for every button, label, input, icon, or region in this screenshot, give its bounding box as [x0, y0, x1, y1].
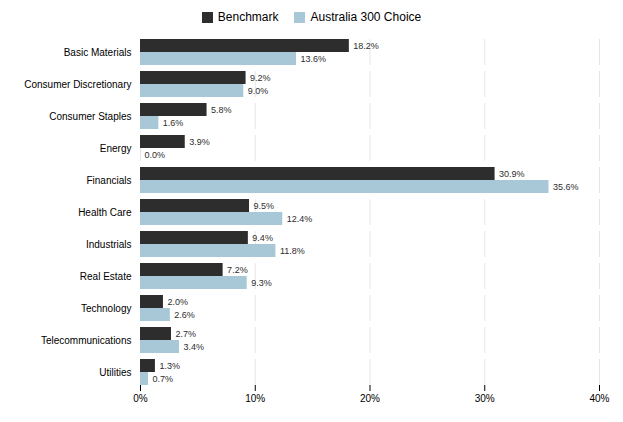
svg-text:18.2%: 18.2% — [353, 41, 379, 51]
svg-text:7.2%: 7.2% — [227, 265, 248, 275]
svg-text:Basic Materials: Basic Materials — [64, 47, 132, 58]
html-text:Benchmark: Benchmark — [217, 10, 279, 24]
svg-text:0%: 0% — [133, 393, 148, 404]
svg-text:9.4%: 9.4% — [252, 233, 273, 243]
svg-text:Technology: Technology — [81, 303, 132, 314]
html-text:Australia 300 Choice: Australia 300 Choice — [310, 10, 422, 24]
svg-text:30%: 30% — [475, 393, 495, 404]
svg-text:35.6%: 35.6% — [553, 182, 579, 192]
svg-text:Real Estate: Real Estate — [80, 271, 132, 282]
svg-text:20%: 20% — [360, 393, 380, 404]
svg-text:5.8%: 5.8% — [211, 105, 232, 115]
svg-text:30.9%: 30.9% — [499, 169, 525, 179]
svg-text:Telecommunications: Telecommunications — [41, 335, 132, 346]
svg-text:40%: 40% — [589, 393, 609, 404]
svg-text:13.6%: 13.6% — [301, 54, 327, 64]
svg-text:Consumer Discretionary: Consumer Discretionary — [24, 79, 131, 90]
svg-text:Industrials: Industrials — [86, 239, 132, 250]
svg-text:2.0%: 2.0% — [167, 297, 188, 307]
svg-text:3.9%: 3.9% — [189, 137, 210, 147]
svg-text:9.5%: 9.5% — [254, 201, 275, 211]
svg-text:9.2%: 9.2% — [250, 73, 271, 83]
svg-text:2.6%: 2.6% — [174, 310, 195, 320]
svg-text:Financials: Financials — [86, 175, 131, 186]
svg-text:Utilities: Utilities — [99, 367, 131, 378]
svg-text:12.4%: 12.4% — [287, 214, 313, 224]
svg-text:1.6%: 1.6% — [163, 118, 184, 128]
svg-text:0.0%: 0.0% — [145, 150, 166, 160]
svg-text:1.3%: 1.3% — [159, 361, 180, 371]
svg-text:0.7%: 0.7% — [153, 374, 174, 384]
svg-text:10%: 10% — [245, 393, 265, 404]
svg-text:Health Care: Health Care — [78, 207, 132, 218]
svg-text:3.4%: 3.4% — [184, 342, 205, 352]
svg-text:Consumer Staples: Consumer Staples — [49, 111, 131, 122]
svg-text:9.0%: 9.0% — [248, 86, 269, 96]
svg-text:9.3%: 9.3% — [251, 278, 272, 288]
svg-text:2.7%: 2.7% — [175, 329, 196, 339]
svg-text:Energy: Energy — [100, 143, 132, 154]
svg-text:11.8%: 11.8% — [280, 246, 305, 256]
